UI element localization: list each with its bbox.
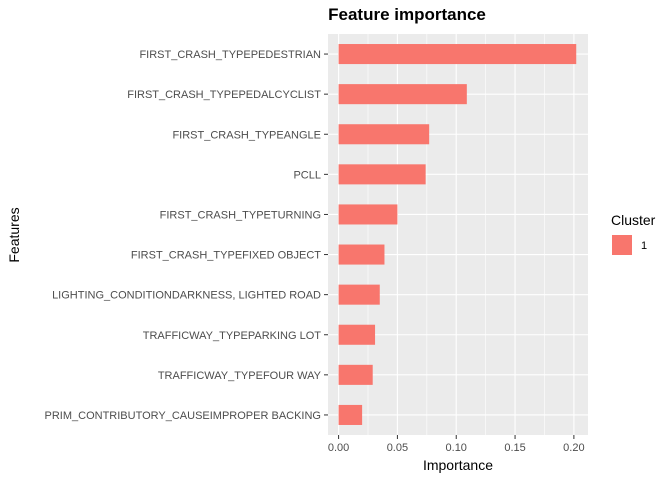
y-tick-label: LIGHTING_CONDITIONDARKNESS, LIGHTED ROAD xyxy=(52,290,321,302)
bar xyxy=(338,124,430,145)
bars xyxy=(338,44,577,425)
x-tick-label: 0.15 xyxy=(504,442,525,454)
y-tick-label: FIRST_CRASH_TYPETURNING xyxy=(160,209,321,221)
y-tick-label: PRIM_CONTRIBUTORY_CAUSEIMPROPER BACKING xyxy=(45,410,321,422)
y-axis-title: Features xyxy=(6,207,22,262)
y-tick-label: FIRST_CRASH_TYPEFIXED OBJECT xyxy=(131,250,321,262)
legend-title: Cluster xyxy=(611,212,656,228)
bar xyxy=(338,204,398,225)
y-tick-label: FIRST_CRASH_TYPEANGLE xyxy=(172,129,321,141)
legend: Cluster 1 xyxy=(611,212,656,255)
x-axis: 0.00 0.05 0.10 0.15 0.20 xyxy=(328,435,585,454)
y-tick-label: TRAFFICWAY_TYPEFOUR WAY xyxy=(158,370,322,382)
x-tick-label: 0.00 xyxy=(328,442,349,454)
y-tick-label: FIRST_CRASH_TYPEPEDALCYCLIST xyxy=(127,89,321,101)
x-axis-title: Importance xyxy=(423,457,493,473)
y-axis: FIRST_CRASH_TYPEPEDESTRIAN FIRST_CRASH_TY… xyxy=(45,49,328,422)
legend-label-cluster-1: 1 xyxy=(641,240,647,252)
y-tick-label: TRAFFICWAY_TYPEPARKING LOT xyxy=(143,330,322,342)
bar xyxy=(338,44,577,65)
bar xyxy=(338,164,426,185)
x-tick-label: 0.20 xyxy=(563,442,584,454)
x-tick-label: 0.05 xyxy=(387,442,408,454)
bar xyxy=(338,404,363,425)
bar xyxy=(338,364,373,385)
bar xyxy=(338,284,380,305)
bar xyxy=(338,324,376,345)
y-tick-label: FIRST_CRASH_TYPEPEDESTRIAN xyxy=(139,49,321,61)
bar xyxy=(338,244,385,265)
bar xyxy=(338,84,467,105)
chart-title: Feature importance xyxy=(328,5,486,24)
y-tick-label: PCLL xyxy=(293,169,321,181)
x-tick-label: 0.10 xyxy=(446,442,467,454)
legend-key-cluster-1 xyxy=(612,235,632,255)
